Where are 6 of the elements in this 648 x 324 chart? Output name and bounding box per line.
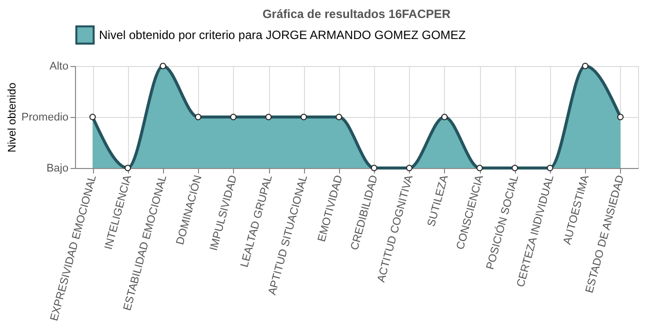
text: Promedio: [21, 112, 68, 124]
chart-title: Gráfica de resultados 16FACPER: [262, 7, 451, 21]
y-axis-title: Nivel obtenido: [6, 82, 18, 152]
text: Alto: [50, 60, 68, 72]
legend-label: Nivel obtenido por criterio para JORGE ARMANDO GOMEZ GOMEZ: [99, 28, 466, 42]
text: Bajo: [46, 162, 68, 174]
